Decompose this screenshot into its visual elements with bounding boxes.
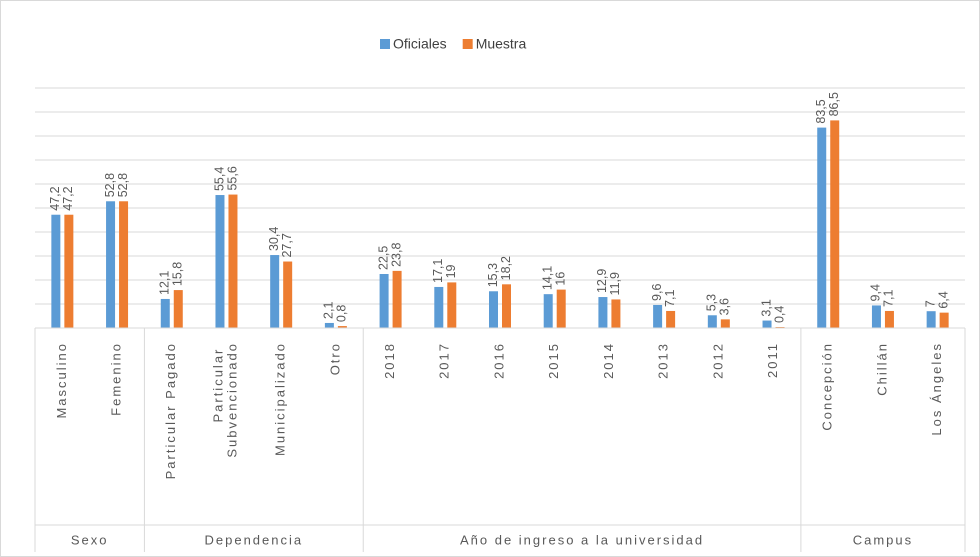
- legend-swatch: [462, 39, 473, 49]
- bar: [283, 261, 293, 328]
- x-tick-label: 2017: [437, 342, 452, 379]
- value-label: 12,9: [595, 269, 609, 293]
- bar: [598, 297, 608, 328]
- legend-swatch: [380, 39, 390, 49]
- value-label: 19: [444, 264, 458, 278]
- bar: [106, 201, 116, 328]
- bar: [51, 214, 61, 328]
- value-label: 16: [554, 272, 568, 286]
- value-label: 55,4: [212, 167, 226, 191]
- bar: [173, 290, 183, 328]
- x-tick-label: Concepción: [820, 342, 835, 431]
- value-label: 7,1: [663, 290, 677, 307]
- value-label: 15,8: [171, 262, 185, 286]
- bar: [119, 201, 129, 328]
- bar: [447, 282, 457, 328]
- value-label: 55,6: [225, 166, 239, 190]
- bar: [392, 270, 402, 328]
- bar: [160, 298, 170, 328]
- value-label: 9,6: [650, 284, 664, 301]
- value-label: 12,1: [158, 271, 172, 295]
- value-label: 7: [923, 300, 937, 307]
- bar: [653, 304, 663, 328]
- bar: [228, 194, 238, 328]
- value-label: 0,4: [772, 306, 786, 323]
- value-label: 47,2: [48, 186, 62, 210]
- bar: [707, 315, 717, 328]
- value-label: 15,3: [486, 263, 500, 287]
- bar: [830, 120, 840, 329]
- value-label: 30,4: [267, 227, 281, 251]
- bar: [379, 274, 389, 328]
- x-tick-label: 2013: [656, 342, 671, 379]
- x-tick-label: Particular Subvencionado: [211, 342, 240, 458]
- value-label: 86,5: [827, 92, 841, 116]
- group-label: Año de ingreso a la universidad: [460, 532, 704, 547]
- x-tick-label: Chillán: [874, 342, 889, 396]
- value-label: 18,2: [499, 256, 513, 280]
- value-label: 2,1: [322, 302, 336, 319]
- x-tick-label: Municipalizado: [273, 342, 288, 456]
- bar: [817, 127, 827, 328]
- x-tick-label: 2015: [546, 342, 561, 379]
- bar: [489, 291, 498, 328]
- x-tick-label: Femenino: [108, 342, 123, 416]
- bar: [666, 310, 676, 328]
- bar: [871, 305, 881, 328]
- bar: [270, 255, 280, 328]
- x-tick-label: 2018: [382, 342, 397, 379]
- value-label: 47,2: [61, 186, 75, 210]
- x-tick-label: Particular Pagado: [163, 342, 178, 479]
- value-label: 7,1: [882, 290, 896, 307]
- x-tick-label: 2014: [601, 342, 616, 379]
- x-tick-label: Otro: [327, 342, 342, 375]
- bar: [611, 299, 621, 328]
- value-label: 17,1: [431, 259, 445, 283]
- x-tick-label: Masculino: [54, 342, 69, 419]
- x-tick-label: 2012: [710, 342, 725, 379]
- bar: [926, 311, 936, 328]
- bar: [434, 286, 444, 328]
- value-label: 52,8: [103, 173, 117, 197]
- bar: [324, 322, 334, 328]
- value-label: 22,5: [376, 246, 390, 270]
- value-label: 14,1: [541, 266, 555, 290]
- value-label: 3,1: [759, 299, 773, 316]
- value-label: 11,9: [608, 272, 622, 295]
- value-label: 0,8: [335, 305, 349, 322]
- bar: [720, 319, 730, 328]
- value-label: 23,8: [389, 243, 403, 267]
- x-tick-label: 2011: [765, 342, 780, 378]
- value-label: 6,4: [936, 291, 950, 308]
- value-label: 9,4: [869, 284, 883, 301]
- value-label: 5,3: [705, 294, 719, 311]
- legend-label: Oficiales: [393, 36, 447, 52]
- legend-label: Muestra: [476, 36, 527, 52]
- value-label: 52,8: [116, 173, 130, 197]
- bar: [337, 326, 347, 328]
- value-label: 27,7: [280, 233, 294, 257]
- bar: [215, 195, 225, 328]
- bar: [543, 294, 553, 328]
- value-label: 83,5: [814, 99, 828, 123]
- group-label: Dependencia: [205, 532, 304, 547]
- bar: [939, 312, 949, 328]
- bar: [64, 214, 74, 328]
- bar: [762, 320, 772, 328]
- bar: [884, 310, 894, 328]
- bar: [502, 284, 511, 328]
- x-tick-label: Los Ángeles: [929, 342, 944, 436]
- bar: [556, 289, 566, 328]
- x-tick-label: 2016: [491, 342, 506, 379]
- group-label: Campus: [853, 532, 913, 547]
- group-label: Sexo: [71, 532, 109, 547]
- value-label: 3,6: [718, 298, 732, 315]
